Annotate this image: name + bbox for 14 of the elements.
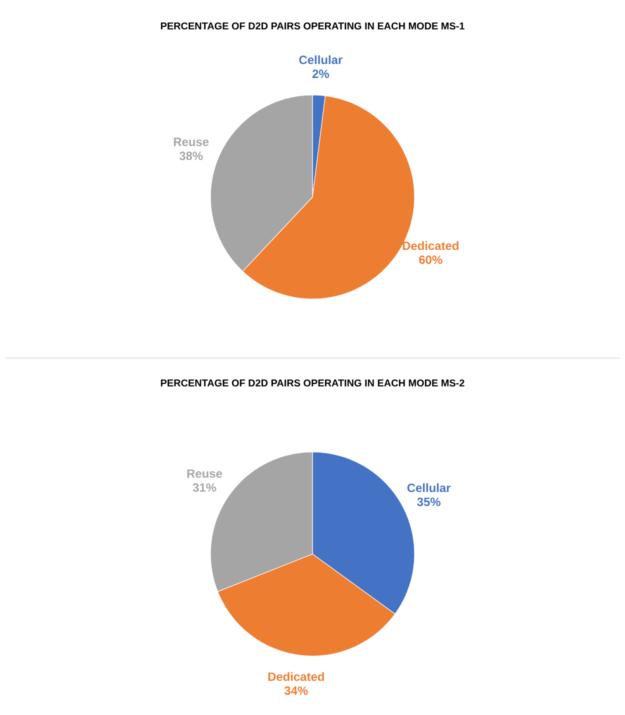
slice-label: Reuse (174, 138, 209, 146)
slice-label: Cellular (299, 55, 342, 64)
slice-label: Cellular (407, 483, 451, 492)
data-label: 34% (284, 686, 308, 695)
slice-label: Dedicated (268, 672, 324, 681)
data-label: 31% (192, 483, 216, 492)
chart-title: PERCENTAGE OF D2D PAIRS OPERATING IN EACH MODE MS-2 (160, 379, 464, 386)
data-label: 38% (179, 152, 203, 160)
chart-title: PERCENTAGE OF D2D PAIRS OPERATING IN EACH MODE MS-1 (160, 22, 464, 30)
data-label: 60% (419, 255, 442, 264)
data-label: 2% (312, 70, 330, 78)
slice-label: Reuse (187, 469, 222, 478)
data-label: 35% (417, 498, 440, 506)
slice-label: Dedicated (402, 241, 458, 250)
